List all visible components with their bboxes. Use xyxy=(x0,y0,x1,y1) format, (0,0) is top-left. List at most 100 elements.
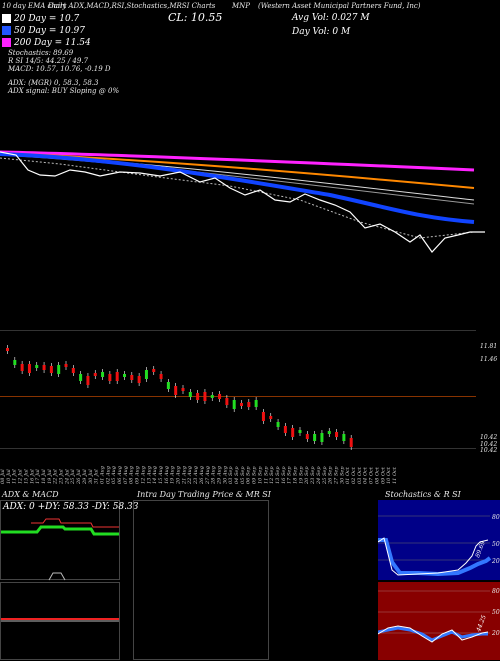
price-label: 11.81 xyxy=(480,343,498,350)
date-tick-label: 14 Aug xyxy=(152,466,158,484)
intraday-panel-title: Intra Day Trading Price & MR SI xyxy=(137,490,271,499)
candle-up xyxy=(313,434,317,441)
moving-average-chart xyxy=(0,150,485,253)
candle-up xyxy=(166,382,170,389)
close-price: CL: 10.55 xyxy=(168,11,223,24)
date-tick-label: 04 Oct xyxy=(363,466,369,484)
adx-values: ADX: 0 +DY: 58.33 -DY: 58.33 xyxy=(3,502,139,512)
date-tick-label: 15 Jul xyxy=(23,469,29,484)
date-tick-label: 13 Aug xyxy=(146,466,152,484)
candle-down xyxy=(291,428,295,437)
day-volume: Day Vol: 0 M xyxy=(292,27,351,37)
date-tick-label: 10 Jul xyxy=(6,469,12,484)
candle-down xyxy=(42,365,46,370)
legend-swatch xyxy=(2,14,11,23)
adx-white-line xyxy=(48,572,66,581)
date-tick-label: 01 Aug xyxy=(99,466,105,484)
price-label: 11.46 xyxy=(480,356,498,363)
candle-down xyxy=(86,376,90,385)
date-tick-label: 28 Aug xyxy=(211,466,217,485)
date-tick-label: 08 Jul xyxy=(0,469,6,484)
candle-bottom-border xyxy=(0,448,476,449)
candle-down xyxy=(269,416,273,419)
candle-down xyxy=(115,372,119,381)
date-tick-label: 07 Oct xyxy=(369,466,375,484)
legend-20-day: 20 Day = 10.7 xyxy=(2,14,79,24)
adx-signal-readout: ADX signal: BUY Sloping @ 0% xyxy=(8,87,120,95)
candle-down xyxy=(159,374,163,379)
candle-up xyxy=(144,370,148,379)
legend-swatch xyxy=(2,26,11,35)
candle-down xyxy=(6,348,9,351)
ma-200-line xyxy=(0,150,475,172)
adx-readout: ADX: (MGR) 0, 58.3, 58.3 xyxy=(8,79,99,87)
candle-gridline xyxy=(0,396,476,397)
date-tick-label: 27 Aug xyxy=(205,466,211,485)
date-tick-label: 03 Oct xyxy=(357,466,363,484)
date-tick-label: 06 Sep xyxy=(246,466,252,484)
rsi-plot: 44.25 xyxy=(378,590,490,643)
date-tick-label: 18 Jul xyxy=(41,469,47,484)
adx-panel: ADX: 0 +DY: 58.33 -DY: 58.33 xyxy=(0,500,138,581)
intraday-panel xyxy=(133,500,269,660)
candle-down xyxy=(93,373,97,376)
candle-down xyxy=(27,364,31,373)
symbol-label: MNP xyxy=(232,2,251,10)
date-tick-label: 27 Sep xyxy=(333,466,339,485)
candle-down xyxy=(130,375,134,380)
date-tick-label: 23 Sep xyxy=(310,466,316,485)
date-tick-label: 26 Aug xyxy=(199,466,205,485)
candle-up xyxy=(232,400,236,409)
candle-up xyxy=(320,433,324,442)
rsi-tick: 80 xyxy=(492,588,500,595)
chart-tagline: 10 day EMA chart xyxy=(2,2,67,10)
legend-label: 200 Day = 11.54 xyxy=(14,38,91,48)
date-tick-label: 01 Oct xyxy=(345,466,351,484)
rsi-blue-line xyxy=(378,626,488,642)
date-tick-label: 09 Oct xyxy=(380,466,386,484)
rsi-value-label: 44.25 xyxy=(475,614,488,634)
adx-plot xyxy=(1,518,119,581)
date-axis: 08 Jul 10 Jul 11 Jul 12 Jul 15 Jul 16 Jul 17 J… xyxy=(0,466,398,485)
candle-down xyxy=(137,376,141,383)
candle-down xyxy=(261,412,265,421)
date-tick-label: 11 Jul xyxy=(12,469,18,484)
price-line xyxy=(0,151,485,253)
menu-link[interactable]: Daily ADX,MACD,RSI,Stochastics,MRSI Char… xyxy=(48,2,216,10)
price-label: 10.42 xyxy=(480,447,498,454)
candle-up xyxy=(298,430,302,433)
legend-label: 50 Day = 10.97 xyxy=(14,26,86,36)
date-tick-label: 24 Sep xyxy=(316,466,322,485)
date-tick-label: 20 Sep xyxy=(304,466,310,485)
date-tick-label: 18 Sep xyxy=(293,466,299,484)
rsi-tick: 20 xyxy=(492,630,500,637)
date-tick-label: 06 Aug xyxy=(117,466,123,484)
candlestick-chart xyxy=(6,345,353,450)
stoch-k-line xyxy=(378,537,489,576)
stoch-tick: 80 xyxy=(492,514,500,521)
date-tick-label: 15 Aug xyxy=(158,466,164,484)
avg-volume: Avg Vol: 0.027 M xyxy=(292,13,370,23)
date-tick-label: 02 Aug xyxy=(105,466,111,484)
candle-down xyxy=(283,426,287,433)
rsi-tick: 50 xyxy=(492,609,500,616)
date-tick-label: 20 Aug xyxy=(176,466,182,485)
stoch-d-line xyxy=(378,538,492,577)
date-tick-label: 30 Sep xyxy=(339,466,345,484)
candle-up xyxy=(254,400,258,407)
candle-down xyxy=(335,432,339,437)
candle-down xyxy=(108,374,112,381)
date-tick-label: 25 Jul xyxy=(70,469,76,485)
candle-down xyxy=(349,438,353,447)
date-tick-label: 10 Sep xyxy=(257,466,263,484)
date-tick-label: 23 Aug xyxy=(193,466,199,485)
candle-up xyxy=(123,374,126,377)
date-tick-label: 16 Sep xyxy=(281,466,287,484)
stochastics-plot: 89.69 xyxy=(378,515,492,577)
candle-down xyxy=(174,386,178,395)
date-tick-label: 25 Sep xyxy=(322,466,328,485)
macd-plot xyxy=(1,618,119,622)
date-tick-label: 07 Aug xyxy=(123,466,129,484)
date-tick-label: 19 Jul xyxy=(47,469,53,484)
date-tick-label: 16 Aug xyxy=(164,466,170,484)
